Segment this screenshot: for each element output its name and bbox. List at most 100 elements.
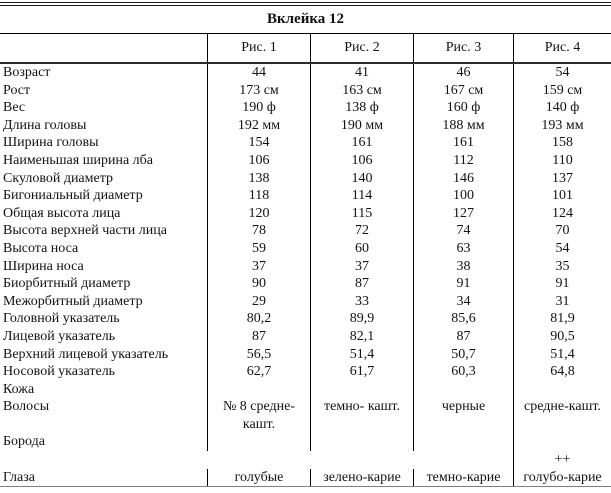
cell-value: 78	[207, 222, 310, 240]
row-label: Лицевой указатель	[3, 328, 116, 344]
cell-value: 60	[310, 239, 413, 258]
row-label: Глаза	[3, 469, 35, 485]
column-header-fig1: Рис. 1	[207, 34, 310, 62]
cell-value: 51,4	[310, 345, 413, 364]
cell-value	[310, 433, 413, 452]
table-row: Борода	[0, 433, 611, 452]
cell-value: 106	[207, 151, 310, 170]
cell-value: темно-карие	[413, 468, 513, 487]
row-label: Кожа	[3, 381, 35, 397]
cell-value: 38	[413, 257, 513, 276]
table-title: Вклейка 12	[266, 11, 345, 27]
row-label: Головной указатель	[3, 311, 120, 327]
cell-value: зелено-карие	[310, 468, 413, 487]
cell-value: 85,6	[413, 310, 513, 328]
cell-value: 158	[513, 134, 611, 152]
cell-value: темно- кашт.	[310, 398, 413, 434]
table-row: Верхний лицевой указатель 56,5 51,4 50,7 51,…	[0, 345, 611, 364]
row-label: Бигониальный диаметр	[3, 188, 143, 204]
cell-value	[413, 433, 513, 452]
cell-value: 167 см	[413, 81, 513, 100]
cell-value: ++ голубо-карие	[513, 451, 611, 487]
cell-value: 120	[207, 204, 310, 223]
row-label: Ширина головы	[3, 135, 99, 151]
cell-value: 72	[310, 222, 413, 240]
column-header-fig2: Рис. 2	[310, 34, 413, 62]
table-row: Скуловой диаметр 138 140 146 137	[0, 169, 611, 188]
row-label: Биорбитный диаметр	[3, 276, 131, 292]
row-label: Вес	[3, 100, 26, 116]
table-body: Возраст 44 41 46 54 Рост 173 см 163 см 167 см 159…	[0, 64, 611, 487]
row-label: Высота носа	[3, 240, 79, 256]
cell-value: 140	[310, 169, 413, 188]
cell-value: 154	[207, 134, 310, 152]
table-row: Вес 190 ф 138 ф 160 ф 140 ф	[0, 99, 611, 117]
cell-value: 161	[310, 134, 413, 152]
cell-value: 159 см	[513, 81, 611, 100]
cell-value: 161	[413, 134, 513, 152]
cell-value: 82,1	[310, 327, 413, 346]
table-top-double-rule	[0, 2, 611, 6]
row-label: Межорбитный диаметр	[3, 293, 143, 309]
cell-value: 193 мм	[513, 116, 611, 135]
cell-value: 33	[310, 292, 413, 311]
table-row: Наименьшая ширина лба 106 106 112 110	[0, 151, 611, 170]
row-label: Борода	[3, 434, 45, 450]
cell-value: 41	[310, 64, 413, 82]
cell-value: голубые	[207, 468, 310, 487]
cell-value: 70	[513, 222, 611, 240]
cell-value: 91	[513, 275, 611, 293]
table-row: Лицевой указатель 87 82,1 87 90,5	[0, 327, 611, 346]
cell-value: 173 см	[207, 81, 310, 100]
table-row: Волосы № 8 средне- кашт. темно- кашт. черны…	[0, 398, 611, 434]
cell-value: 51,4	[513, 345, 611, 364]
table-row: Высота носа 59 60 63 54	[0, 239, 611, 258]
cell-value: 112	[413, 151, 513, 170]
row-label: Ширина носа	[3, 258, 84, 274]
cell-value: 74	[413, 222, 513, 240]
table-row: Бигониальный диаметр 118 114 100 101	[0, 187, 611, 205]
row-label: Общая высота лица	[3, 205, 121, 221]
table-row: Общая высота лица 120 115 127 124	[0, 204, 611, 223]
cell-value: 37	[207, 257, 310, 276]
table-row: Биорбитный диаметр 90 87 91 91	[0, 275, 611, 293]
cell-value	[310, 380, 413, 399]
cell-value: 188 мм	[413, 116, 513, 135]
table-bottom-rule	[0, 486, 611, 488]
cell-value: 87	[310, 275, 413, 293]
table-row: Носовой указатель 62,7 61,7 60,3 64,8	[0, 363, 611, 381]
cell-value: 90	[207, 275, 310, 293]
cell-value: 137	[513, 169, 611, 188]
cell-value: 81,9	[513, 310, 611, 328]
cell-value: 89,9	[310, 310, 413, 328]
cell-value	[413, 380, 513, 399]
cell-value: 127	[413, 204, 513, 223]
title-separator-rule	[0, 33, 611, 34]
row-label: Волосы	[3, 399, 50, 415]
table-row: Возраст 44 41 46 54	[0, 64, 611, 82]
cell-value: средне-кашт.	[513, 398, 611, 434]
cell-value: 54	[513, 64, 611, 82]
row-label: Возраст	[3, 65, 51, 80]
row-label: Высота верхней части лица	[3, 223, 167, 239]
cell-value: 46	[413, 64, 513, 82]
cell-value: 190 мм	[310, 116, 413, 135]
cell-value: 56,5	[207, 345, 310, 364]
header-empty-cell	[0, 34, 207, 62]
cell-value: 44	[207, 64, 310, 82]
cell-value: 34	[413, 292, 513, 311]
cell-value: 87	[413, 327, 513, 346]
cell-value: 80,2	[207, 310, 310, 328]
cell-value: 62,7	[207, 363, 310, 381]
cell-value: 138	[207, 169, 310, 188]
cell-value: 124	[513, 204, 611, 223]
table-header-row: Рис. 1 Рис. 2 Рис. 3 Рис. 4	[0, 34, 611, 62]
table-row: Головной указатель 80,2 89,9 85,6 81,9	[0, 310, 611, 328]
row-label: Скуловой диаметр	[3, 170, 114, 186]
cell-value: черные	[413, 398, 513, 434]
table-row: Ширина носа 37 37 38 35	[0, 257, 611, 276]
cell-value: 37	[310, 257, 413, 276]
cell-value: 91	[413, 275, 513, 293]
cell-value	[207, 433, 310, 452]
